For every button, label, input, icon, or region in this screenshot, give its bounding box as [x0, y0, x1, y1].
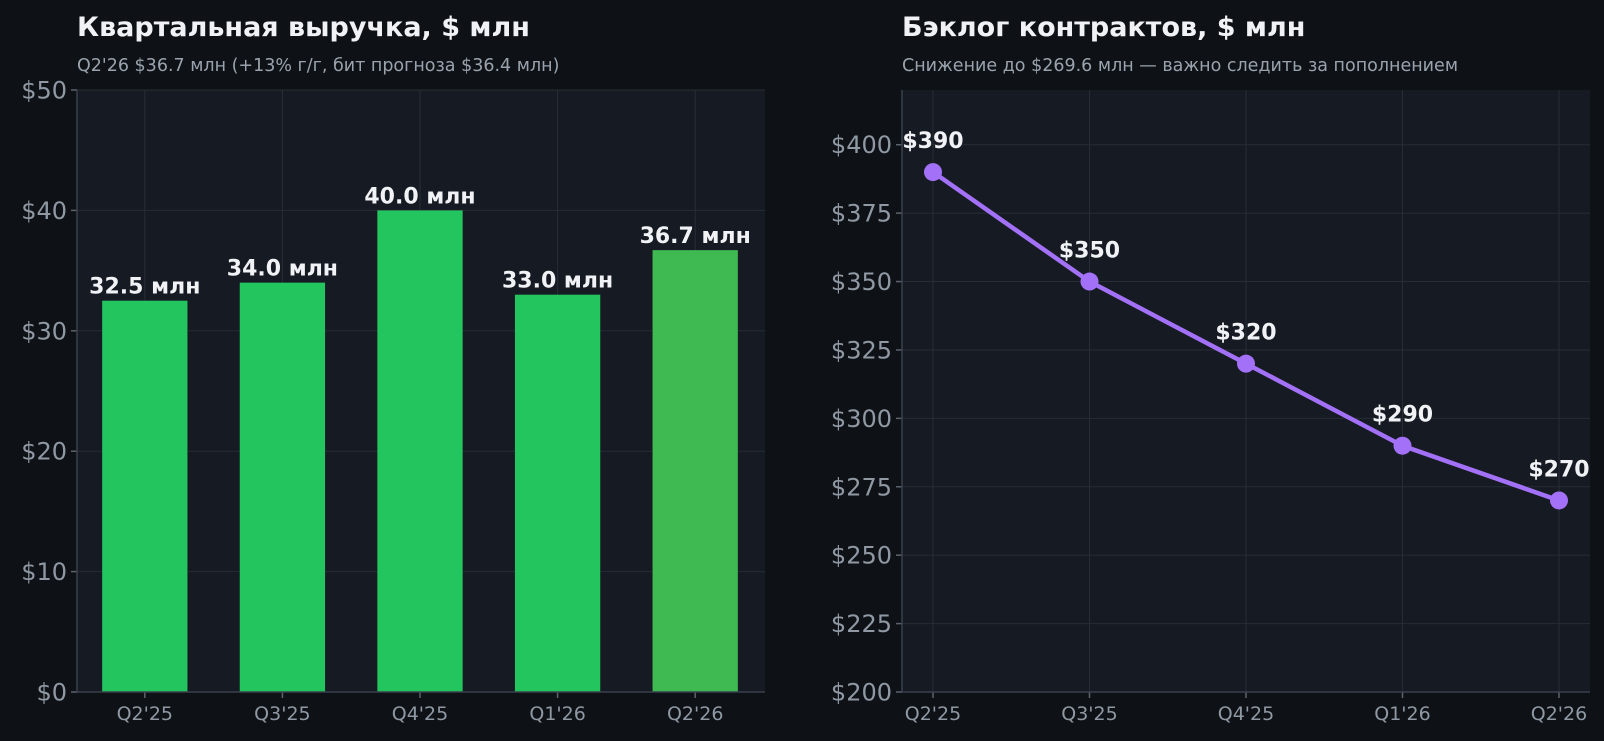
backlog-chart-title: Бэклог контрактов, $ млн — [902, 12, 1305, 43]
y-tick-label: $10 — [21, 558, 67, 586]
revenue-bar — [514, 294, 601, 692]
y-tick-label: $275 — [831, 473, 892, 501]
backlog-point — [924, 163, 942, 182]
backlog-chart: Бэклог контрактов, $ млн Снижение до $26… — [831, 12, 1590, 725]
backlog-grid — [902, 90, 1590, 693]
x-tick-label: Q4'25 — [392, 703, 448, 725]
y-tick-label: $200 — [831, 679, 892, 707]
x-tick-label: Q3'25 — [1061, 703, 1117, 725]
x-tick-label: Q1'26 — [1374, 703, 1430, 725]
y-tick-label: $250 — [831, 542, 892, 570]
y-tick-label: $40 — [21, 197, 67, 225]
x-tick-label: Q2'26 — [1531, 703, 1587, 725]
backlog-chart-subtitle: Снижение до $269.6 млн — важно следить з… — [902, 56, 1458, 76]
revenue-bar-label: 34.0 млн — [227, 257, 338, 282]
revenue-bar-label: 33.0 млн — [502, 269, 613, 294]
backlog-axes: $200 $225 $250 $275 $300 $325 $350 $375 $400 Q2'2… — [831, 90, 1590, 725]
revenue-bars — [102, 210, 738, 692]
y-tick-label: $0 — [36, 679, 67, 707]
y-tick-label: $20 — [21, 438, 67, 466]
revenue-data-labels: 32.5 млн 34.0 млн 40.0 млн 33.0 млн 36.7 млн — [89, 184, 751, 299]
revenue-bar — [377, 210, 463, 692]
x-tick-label: Q1'26 — [529, 703, 585, 725]
y-tick-label: $50 — [21, 77, 67, 105]
backlog-point-label: $390 — [902, 129, 963, 154]
x-tick-label: Q4'25 — [1218, 703, 1274, 725]
revenue-bar-label: 36.7 млн — [640, 224, 751, 249]
y-tick-label: $325 — [831, 336, 892, 364]
revenue-bar — [102, 300, 188, 692]
revenue-bar — [239, 282, 326, 692]
revenue-chart-title: Квартальная выручка, $ млн — [77, 12, 530, 43]
y-tick-label: $30 — [21, 317, 67, 345]
backlog-point-label: $350 — [1059, 239, 1120, 264]
y-tick-label: $400 — [831, 131, 892, 159]
backlog-point-label: $320 — [1215, 321, 1276, 346]
backlog-point — [1080, 272, 1099, 291]
revenue-axes: $0 $10 $20 $30 $40 $50 Q2'25 Q3'25 Q4'25 Q1'26 Q2'… — [21, 77, 765, 725]
revenue-bar-label: 40.0 млн — [364, 184, 475, 209]
revenue-bar-label: 32.5 млн — [89, 275, 200, 300]
x-tick-label: Q3'25 — [254, 703, 310, 725]
y-tick-label: $350 — [831, 268, 892, 296]
backlog-line-series — [924, 163, 1568, 510]
backlog-point-label: $290 — [1372, 403, 1433, 428]
backlog-point — [1550, 491, 1568, 510]
backlog-point-label: $270 — [1528, 457, 1589, 482]
x-tick-label: Q2'26 — [667, 703, 723, 725]
y-tick-label: $225 — [831, 610, 892, 638]
x-tick-label: Q2'25 — [905, 703, 961, 725]
revenue-bar — [652, 250, 738, 692]
revenue-chart-subtitle: Q2'26 $36.7 млн (+13% г/г, бит прогноза … — [77, 56, 559, 76]
backlog-point — [1237, 354, 1255, 373]
x-tick-label: Q2'25 — [117, 703, 173, 725]
y-tick-label: $300 — [831, 405, 892, 433]
y-tick-label: $375 — [831, 200, 892, 228]
backlog-data-labels: $390 $350 $320 $290 $270 — [902, 129, 1589, 482]
revenue-chart: Квартальная выручка, $ млн Q2'26 $36.7 м… — [21, 12, 765, 725]
backlog-point — [1393, 436, 1412, 455]
